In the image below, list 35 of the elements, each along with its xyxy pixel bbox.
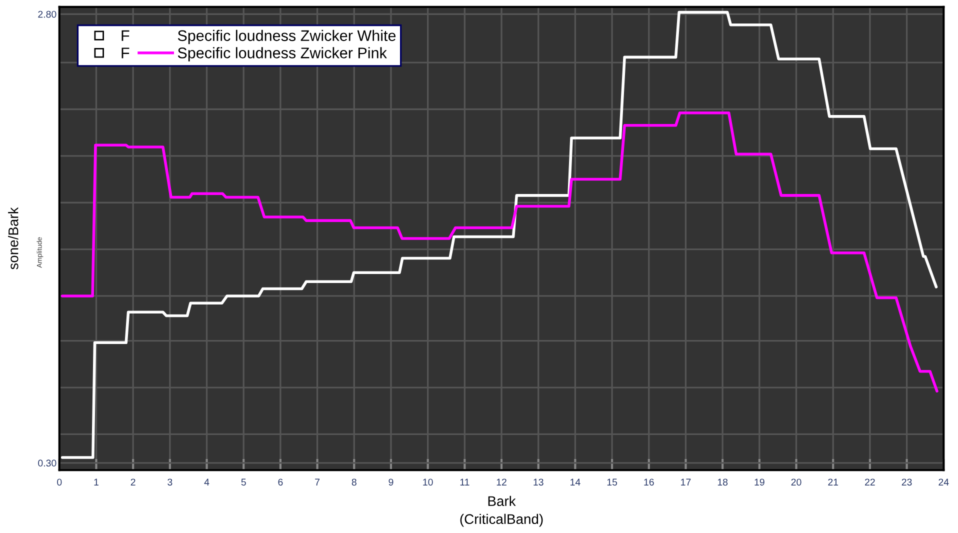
x-axis-title: Bark (CriticalBand) — [460, 496, 543, 527]
x-tick-label: 11 — [460, 478, 470, 486]
y-tick-label: 0.30 — [38, 460, 56, 467]
x-tick-label: 2 — [130, 478, 136, 486]
y-tick-label: 2.80 — [38, 10, 56, 18]
x-tick-label: 13 — [534, 478, 544, 486]
text: Specific loudness Zwicker White — [178, 30, 396, 44]
x-tick-label: 17 — [681, 478, 691, 486]
x-tick-label: 12 — [496, 478, 506, 486]
x-tick-label: 18 — [718, 478, 728, 486]
x-tick-label: 0 — [57, 478, 62, 486]
x-tick-label: 24 — [938, 478, 949, 486]
x-tick-label: 19 — [754, 478, 764, 486]
x-tick-label: 5 — [241, 478, 246, 486]
x-tick-label: 16 — [644, 478, 654, 486]
x-tick-label: 20 — [791, 478, 802, 486]
line-series — [60, 10, 938, 459]
x-tick-label: 6 — [278, 478, 283, 486]
x-tick-label: 8 — [352, 478, 356, 486]
y-axis-title: sone/Bark — [8, 207, 18, 270]
x-tick-label: 7 — [315, 478, 320, 486]
legend-label: Specific loudness Zwicker Pink — [178, 47, 387, 62]
x-tick-label: 22 — [865, 478, 875, 486]
x-tick-label: 21 — [828, 478, 838, 486]
x-tick-label: 9 — [388, 478, 394, 486]
x-tick-label: 14 — [570, 478, 580, 486]
x-tick-label: 4 — [204, 478, 210, 486]
x-tick-label: 10 — [423, 478, 433, 486]
line-series — [60, 111, 938, 393]
annotation: F — [122, 48, 130, 58]
annotation: F — [122, 30, 130, 41]
x-tick-label: 23 — [902, 478, 912, 486]
x-tick-label: 3 — [168, 478, 172, 486]
x-tick-label: 1 — [94, 478, 98, 486]
x-tick-label: 15 — [607, 478, 618, 486]
